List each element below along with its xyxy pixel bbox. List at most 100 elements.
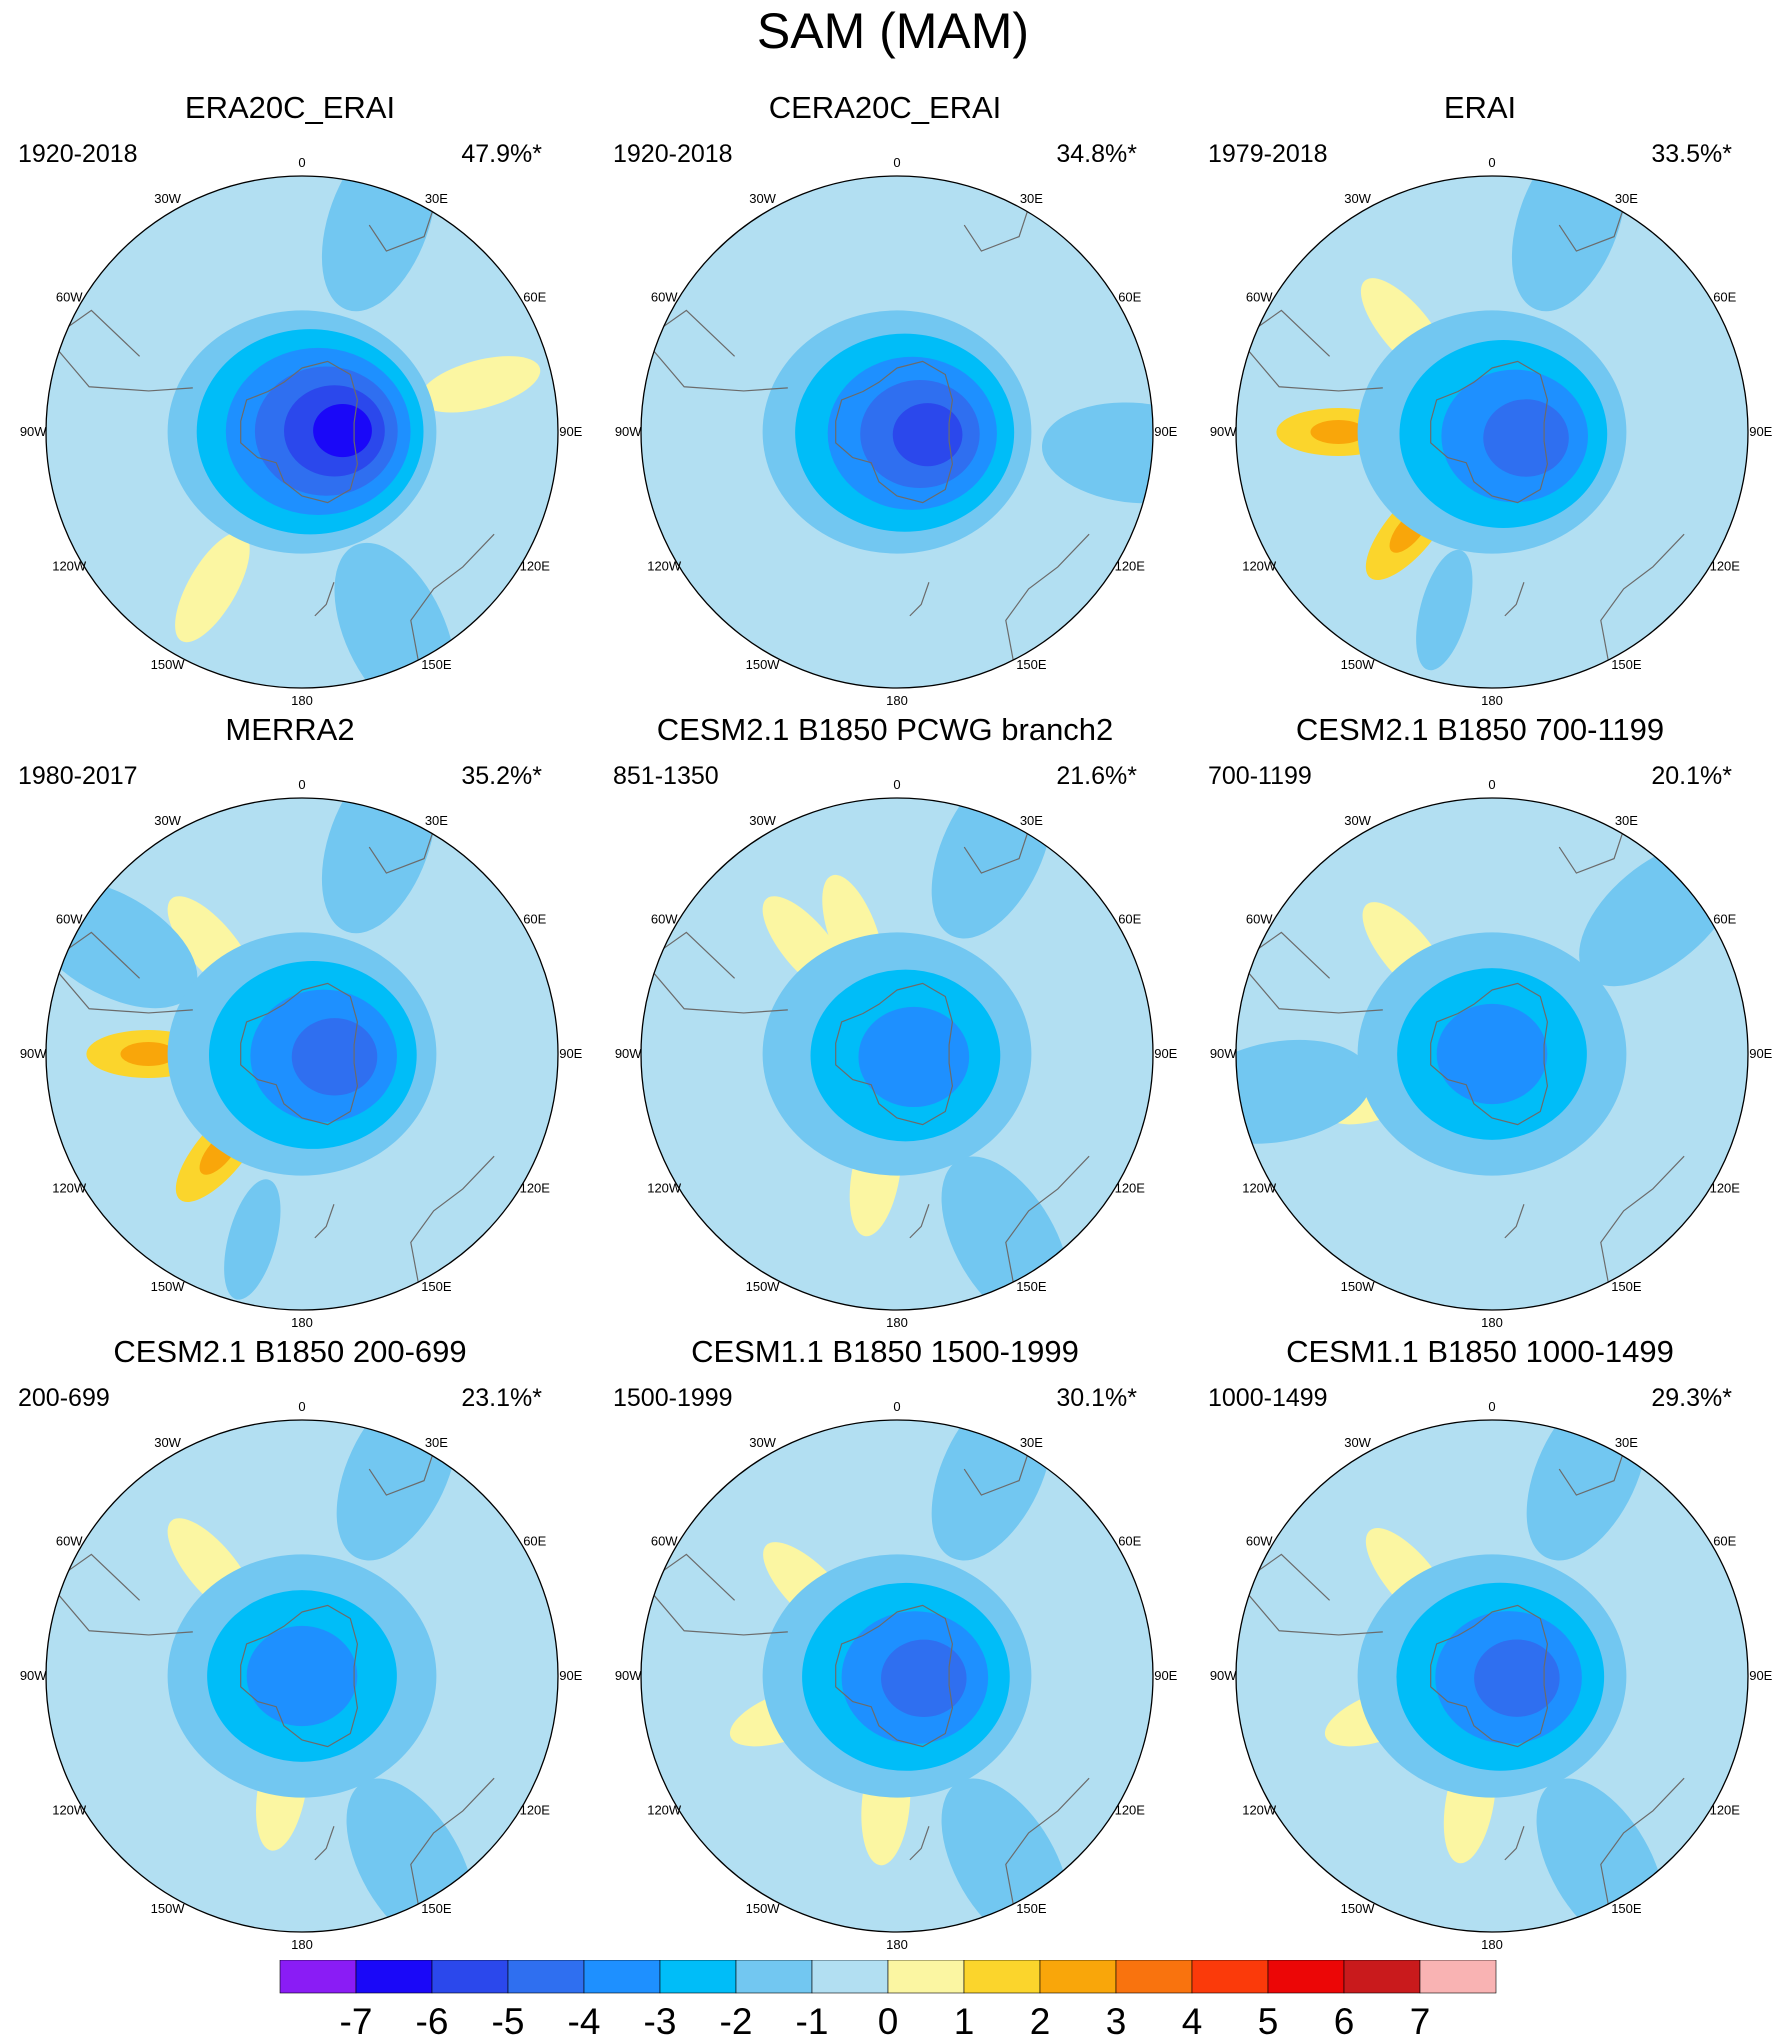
longitude-label: 120W — [52, 558, 87, 573]
coastline-new-zealand — [1504, 1204, 1525, 1239]
longitude-label: 150W — [151, 1279, 186, 1294]
period-label: 700-1199 — [1208, 762, 1312, 790]
longitude-label: 120E — [1115, 558, 1146, 573]
coastline-south-america — [1238, 931, 1383, 1014]
polar-map: 0 30E 60E 90E 120E 150E 180 150W 120W 90W 60W 30W — [20, 1399, 583, 1952]
colorbar-swatch — [279, 1960, 357, 1994]
variance-explained: 30.1%* — [1056, 1384, 1137, 1412]
longitude-label: 180 — [291, 693, 313, 708]
panel-title: ERAI — [1443, 90, 1517, 125]
longitude-label: 90W — [615, 1668, 642, 1683]
longitude-label: 120W — [1242, 558, 1277, 573]
anomaly-contour — [892, 403, 963, 467]
longitude-label: 180 — [1481, 1315, 1503, 1330]
map-border — [1235, 797, 1749, 1311]
coastline-new-zealand — [314, 1204, 335, 1239]
longitude-label: 30E — [425, 1435, 448, 1450]
longitude-label: 150E — [1611, 1901, 1642, 1916]
polar-map: 0 30E 60E 90E 120E 150E 180 150W 120W 90W 60W 30W — [1210, 777, 1773, 1330]
panel-title: CESM2.1 B1850 700-1199 — [1295, 712, 1665, 747]
longitude-label: 120E — [1115, 1802, 1146, 1817]
panel-title: CERA20C_ERAI — [768, 90, 1002, 125]
longitude-label: 30W — [1344, 813, 1371, 828]
anomaly-contour — [313, 403, 372, 458]
period-label: 1979-2018 — [1208, 140, 1328, 168]
panel: CERA20C_ERAI 1920-2018 34.8%* 0 30E 60E 90E 120… — [605, 90, 1178, 708]
period-label: 1000-1499 — [1208, 1384, 1328, 1412]
colorbar-swatch — [1191, 1960, 1269, 1994]
panel-title: CESM1.1 B1850 1000-1499 — [1286, 1334, 1674, 1369]
colorbar-swatch — [963, 1960, 1041, 1994]
coastline-africa — [368, 821, 437, 874]
longitude-label: 150E — [421, 1901, 452, 1916]
variance-explained: 34.8%* — [1056, 140, 1137, 168]
map-border — [640, 797, 1154, 1311]
longitude-label: 0 — [1488, 1399, 1495, 1414]
colorbar-label: 6 — [1334, 2001, 1355, 2042]
map-border — [1235, 175, 1749, 689]
colorbar-label: 7 — [1410, 2001, 1431, 2042]
colorbar-label: -6 — [416, 2001, 449, 2042]
longitude-label: 150W — [746, 657, 781, 672]
coastline-australia — [410, 533, 495, 661]
longitude-label: 60W — [56, 1534, 83, 1549]
longitude-label: 30W — [154, 1435, 181, 1450]
coastline-south-america — [643, 309, 788, 392]
colorbar-label: 3 — [1106, 2001, 1127, 2042]
longitude-label: 90W — [615, 1046, 642, 1061]
variance-explained: 35.2%* — [461, 762, 542, 790]
variance-explained: 21.6%* — [1056, 762, 1137, 790]
coastline-south-america — [48, 309, 193, 392]
longitude-label: 180 — [886, 1937, 908, 1952]
colorbar-label: -2 — [720, 2001, 753, 2042]
anomaly-contour — [858, 1006, 970, 1108]
panel: CESM2.1 B1850 PCWG branch2 851-1350 21.6%*… — [605, 712, 1178, 1330]
anomaly-contour — [881, 1639, 967, 1718]
anomaly-lobe-core — [1310, 420, 1367, 444]
longitude-label: 30W — [749, 1435, 776, 1450]
longitude-label: 30W — [749, 191, 776, 206]
longitude-label: 0 — [298, 155, 305, 170]
longitude-label: 30W — [154, 813, 181, 828]
colorbar-swatch — [659, 1960, 737, 1994]
coastline-africa — [368, 1443, 437, 1496]
coastline-australia — [410, 1155, 495, 1283]
longitude-label: 120W — [52, 1802, 87, 1817]
colorbar-swatch — [1419, 1960, 1497, 1994]
longitude-label: 0 — [298, 777, 305, 792]
coastline-south-america — [643, 931, 788, 1014]
longitude-label: 30E — [1615, 813, 1638, 828]
coastline-south-america — [48, 931, 193, 1014]
coastline-antarctica — [1430, 360, 1549, 504]
colorbar-label: -4 — [568, 2001, 601, 2042]
coastline-australia — [1005, 1777, 1090, 1905]
panel: CESM2.1 B1850 700-1199 700-1199 20.1%* 0 30E… — [1200, 712, 1773, 1330]
coastline-antarctica — [240, 982, 359, 1126]
coastline-africa — [1558, 821, 1627, 874]
period-label: 200-699 — [18, 1384, 110, 1412]
longitude-label: 30W — [1344, 1435, 1371, 1450]
polar-map: 0 30E 60E 90E 120E 150E 180 150W 120W 90W 60W 30W — [1210, 155, 1773, 708]
longitude-label: 150E — [421, 1279, 452, 1294]
anomaly-contour — [1483, 399, 1569, 477]
map-border — [45, 797, 559, 1311]
longitude-label: 120W — [1242, 1180, 1277, 1195]
longitude-label: 120E — [520, 558, 551, 573]
period-label: 1980-2017 — [18, 762, 138, 790]
anomaly-lobe — [1416, 549, 1473, 671]
longitude-label: 60E — [523, 912, 546, 927]
colorbar-label: -1 — [796, 2001, 829, 2042]
panel: ERAI 1979-2018 33.5%* 0 30E 60E 90E 120E 150E 180… — [1200, 90, 1773, 708]
longitude-label: 180 — [1481, 1937, 1503, 1952]
longitude-label: 120W — [647, 1802, 682, 1817]
colorbar: -7 -6 -5 -4 -3 -2 -1 0 1 2 3 4 5 6 7 — [279, 1960, 1497, 2042]
panel: CESM2.1 B1850 200-699 200-699 23.1%* 0 30E 60… — [10, 1334, 583, 1952]
longitude-label: 90W — [1210, 1046, 1237, 1061]
longitude-label: 90E — [1154, 1046, 1177, 1061]
colorbar-label: 0 — [878, 2001, 899, 2042]
panel-title: ERA20C_ERAI — [184, 90, 396, 125]
anomaly-lobe — [321, 798, 437, 934]
coastline-africa — [963, 1443, 1032, 1496]
longitude-label: 30W — [1344, 191, 1371, 206]
longitude-label: 60E — [1118, 1534, 1141, 1549]
